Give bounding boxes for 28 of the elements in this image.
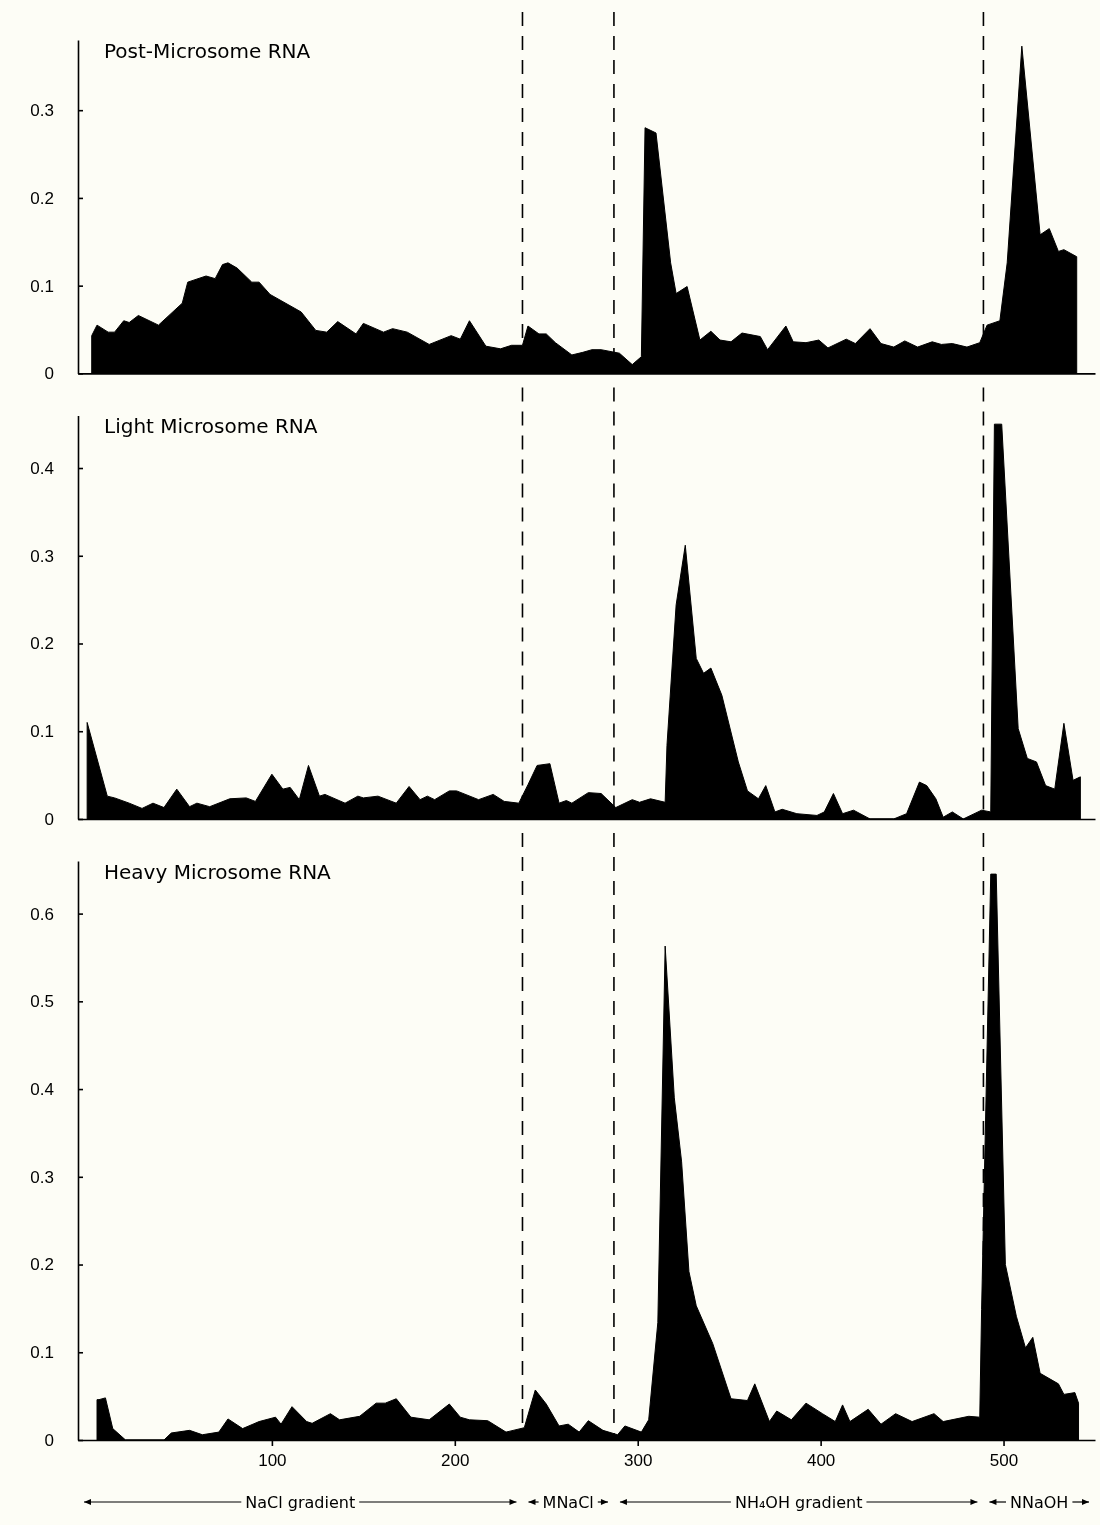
y-tick-label: 0.4: [30, 458, 54, 478]
text: NH₄OH gradient: [734, 1493, 863, 1512]
y-tick-label: 0.6: [30, 904, 54, 924]
chart-title: Post-Microsome RNA: [104, 39, 311, 63]
text: NNaOH: [1010, 1493, 1069, 1512]
chart-title: Heavy Microsome RNA: [104, 859, 332, 884]
text: MNaCl: [542, 1493, 594, 1512]
y-tick-label: 0.2: [30, 188, 54, 208]
x-tick-label: 200: [441, 1451, 470, 1471]
y-tick-label: 0.2: [30, 1255, 54, 1275]
y-tick-label: 0.3: [30, 101, 54, 121]
y-tick-label: 0.1: [30, 1343, 54, 1363]
x-tick-label: 300: [624, 1451, 653, 1471]
chart-title: Light Microsome RNA: [104, 414, 318, 439]
y-tick-label: 0: [44, 1430, 54, 1450]
x-tick-label: 100: [258, 1451, 287, 1471]
text: NaCl gradient: [245, 1493, 356, 1512]
y-tick-label: 0.2: [30, 634, 54, 654]
y-tick-label: 0: [44, 809, 54, 829]
y-tick-label: 0: [44, 364, 54, 384]
y-tick-label: 0.3: [30, 546, 54, 566]
x-tick-label: 400: [806, 1451, 836, 1471]
y-tick-label: 0.1: [30, 722, 54, 742]
y-tick-label: 0.4: [30, 1080, 54, 1100]
y-tick-label: 0.3: [30, 1167, 54, 1187]
y-tick-label: 0.5: [30, 992, 54, 1012]
y-tick-label: 0.1: [30, 276, 54, 296]
x-tick-label: 500: [989, 1451, 1019, 1471]
